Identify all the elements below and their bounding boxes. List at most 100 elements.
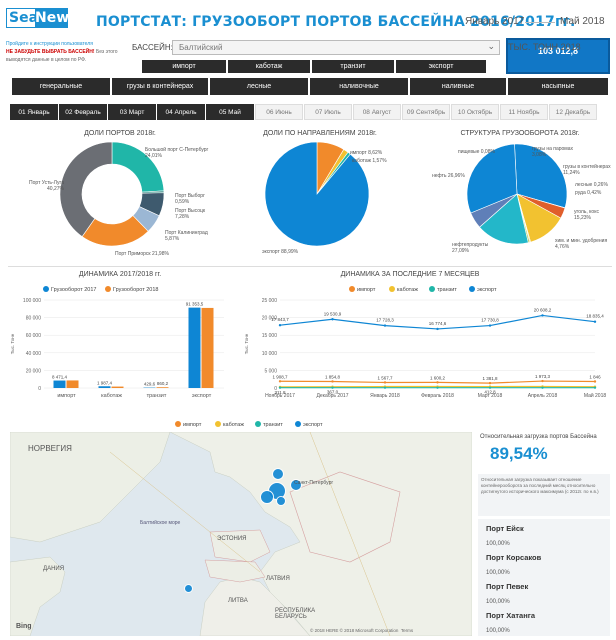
line-legend-label: импорт (357, 287, 376, 293)
line-data-label: 1 567,7 (377, 375, 393, 380)
pie3-slice (479, 193, 529, 245)
line-legend-label: экспорт (477, 287, 497, 293)
line-point (436, 327, 439, 331)
port-value: 100,00% (486, 628, 510, 634)
basin-dropdown[interactable]: Балтийский ⌄ (172, 40, 500, 55)
line-legend-marker (429, 286, 435, 292)
bar-legend-marker (105, 286, 111, 292)
line-ytick: 25 000 (262, 298, 278, 304)
pie2-slice (264, 141, 370, 247)
bar-data-label: 860,2 (157, 381, 169, 386)
bar-data-label: 1 987,4 (97, 380, 113, 385)
date-from[interactable]: Январь 2017 (465, 16, 525, 27)
map-copyright[interactable]: © 2018 HERE © 2018 Microsoft Corporation… (310, 628, 414, 633)
line-data-label: 17 728,3 (376, 318, 394, 323)
line-data-label: 20 608,2 (534, 307, 552, 312)
pie1-label-spb: Большой порт С-Петербург 24,01% (145, 147, 209, 159)
basin-label: БАССЕЙН: (132, 43, 173, 52)
bar (156, 387, 169, 388)
date-to[interactable]: Май 2018 (560, 16, 605, 27)
pie1-label-primorsk: Порт Приморск 21,98% (115, 251, 169, 257)
map-port-bubble[interactable] (272, 468, 284, 480)
cargo-bulk-liquid-button[interactable]: наливочные (310, 78, 408, 95)
line-data-label: 1 973,3 (535, 374, 551, 379)
line-point (593, 380, 597, 383)
month-button[interactable]: 04 Апрель (157, 104, 205, 120)
pie3-slice (466, 143, 518, 214)
line-ylabel: Тыс. Тонн (244, 333, 249, 354)
month-button[interactable]: 05 Май (206, 104, 254, 120)
line-point (383, 324, 387, 327)
line-point (541, 386, 544, 389)
instructions-link[interactable]: Пройдите к инструкции пользователя (6, 41, 93, 47)
line-point (383, 386, 387, 389)
month-button[interactable]: 01 Январь (10, 104, 58, 120)
seanews-logo[interactable]: Sea News (6, 8, 77, 28)
line-legend-label: транзит (437, 287, 457, 293)
port-card[interactable]: Порт Хатанга 100,00% (478, 606, 610, 636)
basin-value: Балтийский (179, 43, 223, 52)
line-legend-label: каботаж (397, 287, 418, 293)
map-legend-marker (215, 421, 221, 427)
month-button[interactable]: 12 Декабрь (549, 104, 597, 120)
filter-transit-button[interactable]: транзит (312, 60, 394, 73)
map[interactable]: НОРВЕГИЯ ЭСТОНИЯ ЛАТВИЯ ЛИТВА ДАНИЯ РЕСП… (10, 432, 472, 636)
bar (66, 380, 79, 388)
instructions: Пройдите к инструкции пользователя НЕ ЗА… (6, 40, 126, 64)
cargo-containers-button[interactable]: грузы в контейнерах (112, 78, 208, 95)
line-data-label: 17 843,7 (271, 317, 289, 322)
line-xtick: Апрель 2018 (528, 393, 558, 399)
cargo-liquid-button[interactable]: наливные (410, 78, 506, 95)
line-legend-marker (469, 286, 475, 292)
map-legend-label: импорт (183, 422, 202, 428)
map-legend-marker (295, 421, 301, 427)
month-button[interactable]: 03 Март (108, 104, 156, 120)
line-point (593, 386, 597, 389)
line-point (331, 386, 334, 389)
filter-cabotage-button[interactable]: каботаж (228, 60, 310, 73)
bar-xtick: импорт (57, 393, 76, 399)
map-port-bubble[interactable] (260, 490, 274, 504)
cargo-dry-bulk-button[interactable]: насыпные (508, 78, 608, 95)
bar (201, 307, 214, 388)
map-legend: импорт каботаж транзит экспорт (175, 421, 323, 428)
map-port-bubble[interactable] (276, 496, 286, 506)
month-button[interactable]: 07 Июль (304, 104, 352, 120)
line-data-label: 17 730,8 (481, 318, 499, 323)
month-button[interactable]: 10 Октябрь (451, 104, 499, 120)
logo-sea-text: Sea (9, 10, 39, 26)
pie3-label-timber: лесные 0,26% (575, 182, 608, 188)
map-label-sea: Балтийское море (140, 520, 181, 526)
map-label-denmark: ДАНИЯ (43, 566, 65, 572)
cargo-timber-button[interactable]: лесные (210, 78, 308, 95)
pie3-label-containers: грузы в контейнерах 11,24% (563, 164, 611, 176)
month-button[interactable]: 02 Февраль (59, 104, 107, 120)
line-data-label: 1 846 (589, 375, 601, 380)
line-data-label: 1 908,7 (272, 374, 288, 379)
line-xtick: Март 2018 (478, 393, 503, 399)
month-button[interactable]: 08 Август (353, 104, 401, 120)
map-port-bubble[interactable] (290, 479, 302, 491)
port-value: 100,00% (486, 570, 510, 576)
month-button[interactable]: 06 Июнь (255, 104, 303, 120)
filter-import-button[interactable]: импорт (142, 60, 226, 73)
bar-xtick: каботаж (101, 393, 122, 399)
line-data-label: 311,8 (275, 390, 286, 395)
month-button[interactable]: 09 Сентябрь (402, 104, 450, 120)
bar-ylabel: Тыс. Тонн (10, 333, 15, 354)
month-button[interactable]: 11 Ноябрь (500, 104, 548, 120)
cargo-general-button[interactable]: генеральные (12, 78, 110, 95)
filter-export-button[interactable]: экспорт (396, 60, 486, 73)
line-data-label: 1 600,2 (430, 375, 446, 380)
line-data-label: 16 774,6 (429, 321, 447, 326)
bar-ytick: 60 000 (26, 333, 42, 339)
pie3-label-coal: уголь, кокс 15,23% (574, 209, 599, 221)
line-xtick: Январь 2018 (370, 393, 400, 399)
map-port-bubble[interactable] (184, 584, 193, 593)
date-range-slider[interactable] (525, 22, 555, 23)
bar-legend-marker (43, 286, 49, 292)
line-chart: импорт каботаж транзит экспорт 0 5 000 10 000 1… (244, 286, 606, 399)
line-legend-marker (389, 286, 395, 292)
map-legend-marker (175, 421, 181, 427)
relative-load-title: Относительная загрузка портов Бассейна (480, 434, 597, 440)
